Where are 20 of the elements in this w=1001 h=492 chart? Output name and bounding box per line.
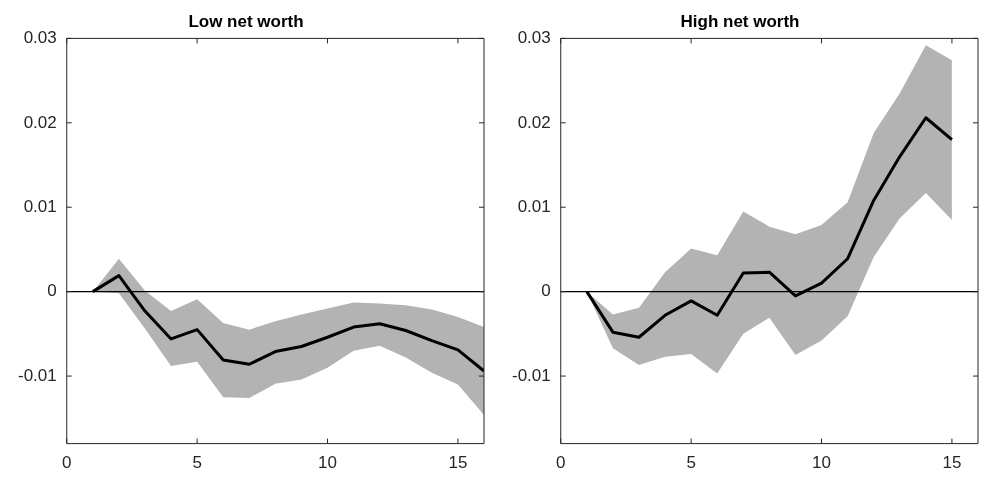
x-tick-label: 10: [318, 453, 337, 473]
y-tick-label: 0: [541, 281, 551, 301]
x-tick-label: 0: [62, 453, 72, 473]
y-tick-label: -0.01: [512, 365, 551, 385]
x-tick-label: 15: [942, 453, 962, 473]
y-tick-label: 0.02: [23, 112, 57, 132]
y-tick-label: 0.01: [23, 196, 57, 216]
y-tick-label: 0.02: [517, 112, 551, 132]
x-tick-label: 5: [686, 453, 696, 473]
x-tick-label: 10: [812, 453, 831, 473]
x-tick-label: 0: [556, 453, 566, 473]
chart-title: Low net worth: [188, 11, 304, 31]
chart-title: High net worth: [680, 11, 800, 31]
y-tick-label: 0.03: [517, 28, 551, 48]
y-tick-label: -0.01: [18, 365, 57, 385]
y-tick-label: 0: [47, 281, 57, 301]
x-tick-label: 5: [192, 453, 202, 473]
y-tick-label: 0.03: [23, 28, 57, 48]
x-tick-label: 15: [448, 453, 468, 473]
y-tick-label: 0.01: [517, 196, 551, 216]
